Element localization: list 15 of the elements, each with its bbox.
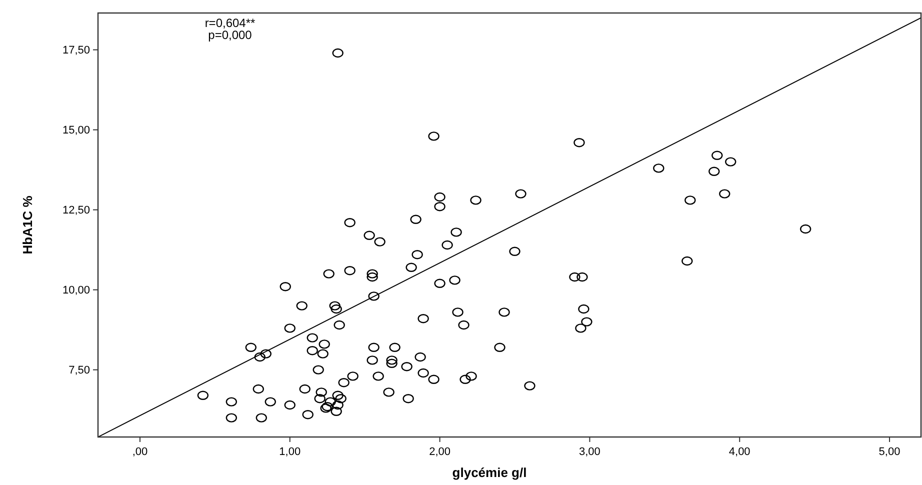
x-tick-label: 4,00 <box>728 446 750 458</box>
y-tick-label: 7,50 <box>68 364 90 377</box>
x-axis-title: glycémie g/l <box>452 465 527 480</box>
y-tick-label: 17,50 <box>62 44 90 57</box>
y-tick-label: 10,00 <box>62 284 90 297</box>
y-tick-label: 15,00 <box>62 124 90 137</box>
x-tick-label: ,00 <box>132 446 148 458</box>
annotation: r=0,604** <box>204 16 256 30</box>
y-tick-label: 12,50 <box>62 204 90 217</box>
x-tick-label: 1,00 <box>279 446 301 458</box>
x-tick-label: 2,00 <box>429 446 451 458</box>
annotation: p=0,000 <box>208 28 252 42</box>
y-axis-title: HbA1C % <box>20 195 35 254</box>
x-tick-label: 5,00 <box>878 446 900 458</box>
x-tick-label: 3,00 <box>578 446 600 458</box>
